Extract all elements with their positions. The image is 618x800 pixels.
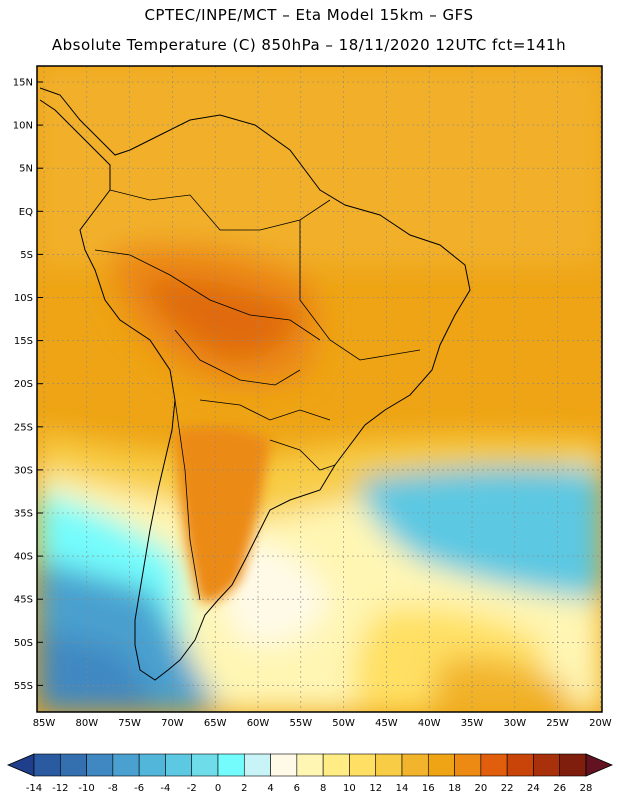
colorbar-swatch — [138, 753, 166, 777]
latitude-label: 15N — [13, 78, 33, 89]
colorbar-swatch — [401, 753, 429, 777]
colorbar-tick-label: 6 — [294, 783, 300, 794]
colorbar-tick-label: 16 — [422, 783, 435, 794]
latitude-label: 20S — [14, 379, 33, 390]
latitude-label: 45S — [14, 595, 33, 606]
longitude-label: 25W — [546, 718, 569, 729]
colorbar-tick-label: 2 — [241, 783, 247, 794]
latitude-labels: 15N 10N 5N EQ 5S 10S 15S 20S 25S 30S 35S 40S 45S 50S 5… — [13, 78, 33, 692]
longitude-label: 55W — [289, 718, 312, 729]
colorbar-swatch — [270, 753, 298, 777]
country-borders — [94, 189, 421, 601]
latitude-label: EQ — [19, 207, 33, 218]
longitude-label: 35W — [461, 718, 484, 729]
latitude-label: 35S — [14, 509, 33, 520]
colorbar-tick-label: 24 — [527, 783, 540, 794]
colorbar — [6, 753, 614, 777]
longitude-label: 65W — [204, 718, 227, 729]
latitude-label: 50S — [14, 638, 33, 649]
colorbar-swatch — [59, 753, 87, 777]
colorbar-tick-label: 20 — [474, 783, 487, 794]
colorbar-swatch — [112, 753, 140, 777]
colorbar-tick-label: 26 — [553, 783, 566, 794]
longitude-label: 40W — [418, 718, 441, 729]
colorbar-swatch — [217, 753, 245, 777]
longitude-label: 50W — [332, 718, 355, 729]
colorbar-tick-label: 14 — [396, 783, 409, 794]
colorbar-swatch — [559, 753, 587, 777]
latitude-label: 10N — [13, 121, 33, 132]
latitude-label: 5S — [20, 250, 33, 261]
map-title-line-2: Absolute Temperature (C) 850hPa – 18/11/… — [51, 36, 567, 54]
colorbar-tick-label: -10 — [78, 783, 94, 794]
colorbar-swatch — [165, 753, 193, 777]
latitude-label: 25S — [14, 422, 33, 433]
colorbar-tick-label: -12 — [52, 783, 68, 794]
colorbar-tick-label: 8 — [320, 783, 326, 794]
colorbar-tick-label: 4 — [267, 783, 273, 794]
longitude-labels: 85W 80W 75W 70W 65W 60W 55W 50W 45W 40W 35W 30W 25W 2… — [33, 718, 612, 729]
longitude-label: 45W — [375, 718, 398, 729]
latitude-label: 40S — [14, 552, 33, 563]
latitude-label: 55S — [14, 681, 33, 692]
colorbar-swatch — [191, 753, 219, 777]
colorbar-tick-label: 10 — [343, 783, 356, 794]
colorbar-swatch — [533, 753, 561, 777]
colorbar-tick-label: -2 — [187, 783, 197, 794]
colorbar-tick-label: -6 — [134, 783, 144, 794]
colorbar-swatch — [349, 753, 377, 777]
colorbar-tick-label: 22 — [501, 783, 514, 794]
latitude-label: 5N — [19, 164, 33, 175]
temperature-field — [37, 66, 602, 712]
longitude-label: 75W — [118, 718, 141, 729]
latitude-label: 15S — [14, 336, 33, 347]
longitude-label: 20W — [589, 718, 612, 729]
latitude-label: 10S — [14, 293, 33, 304]
colorbar-tick-label: 0 — [215, 783, 221, 794]
colorbar-swatch — [86, 753, 114, 777]
colorbar-swatch — [33, 753, 61, 777]
map-title-line-1: CPTEC/INPE/MCT – Eta Model 15km – GFS — [144, 6, 474, 24]
colorbar-tick-labels: -14 -12 -10 -8 -6 -4 -2 0 2 4 6 8 10 12 14 16 18 20 22 24 26… — [26, 783, 593, 794]
colorbar-swatch — [480, 753, 508, 777]
colorbar-swatch — [427, 753, 455, 777]
coastline-south-america — [39, 87, 471, 681]
colorbar-tick-label: -8 — [108, 783, 118, 794]
colorbar-tick-label: -4 — [160, 783, 170, 794]
longitude-label: 30W — [503, 718, 526, 729]
colorbar-swatch — [375, 753, 403, 777]
colorbar-min-triangle — [6, 753, 35, 777]
longitude-label: 70W — [161, 718, 184, 729]
map-frame — [36, 65, 603, 713]
colorbar-tick-label: 18 — [448, 783, 461, 794]
colorbar-swatch — [506, 753, 534, 777]
colorbar-max-triangle — [585, 753, 614, 777]
colorbar-tick-label: 28 — [580, 783, 593, 794]
colorbar-swatch — [454, 753, 482, 777]
colorbar-tick-label: 12 — [369, 783, 382, 794]
longitude-label: 80W — [75, 718, 98, 729]
colorbar-tick-label: -14 — [26, 783, 42, 794]
longitude-label: 85W — [33, 718, 56, 729]
colorbar-swatch — [296, 753, 324, 777]
colorbar-swatch — [322, 753, 350, 777]
colorbar-swatch — [243, 753, 271, 777]
latitude-label: 30S — [14, 465, 33, 476]
longitude-label: 60W — [247, 718, 270, 729]
graticule — [37, 66, 602, 712]
